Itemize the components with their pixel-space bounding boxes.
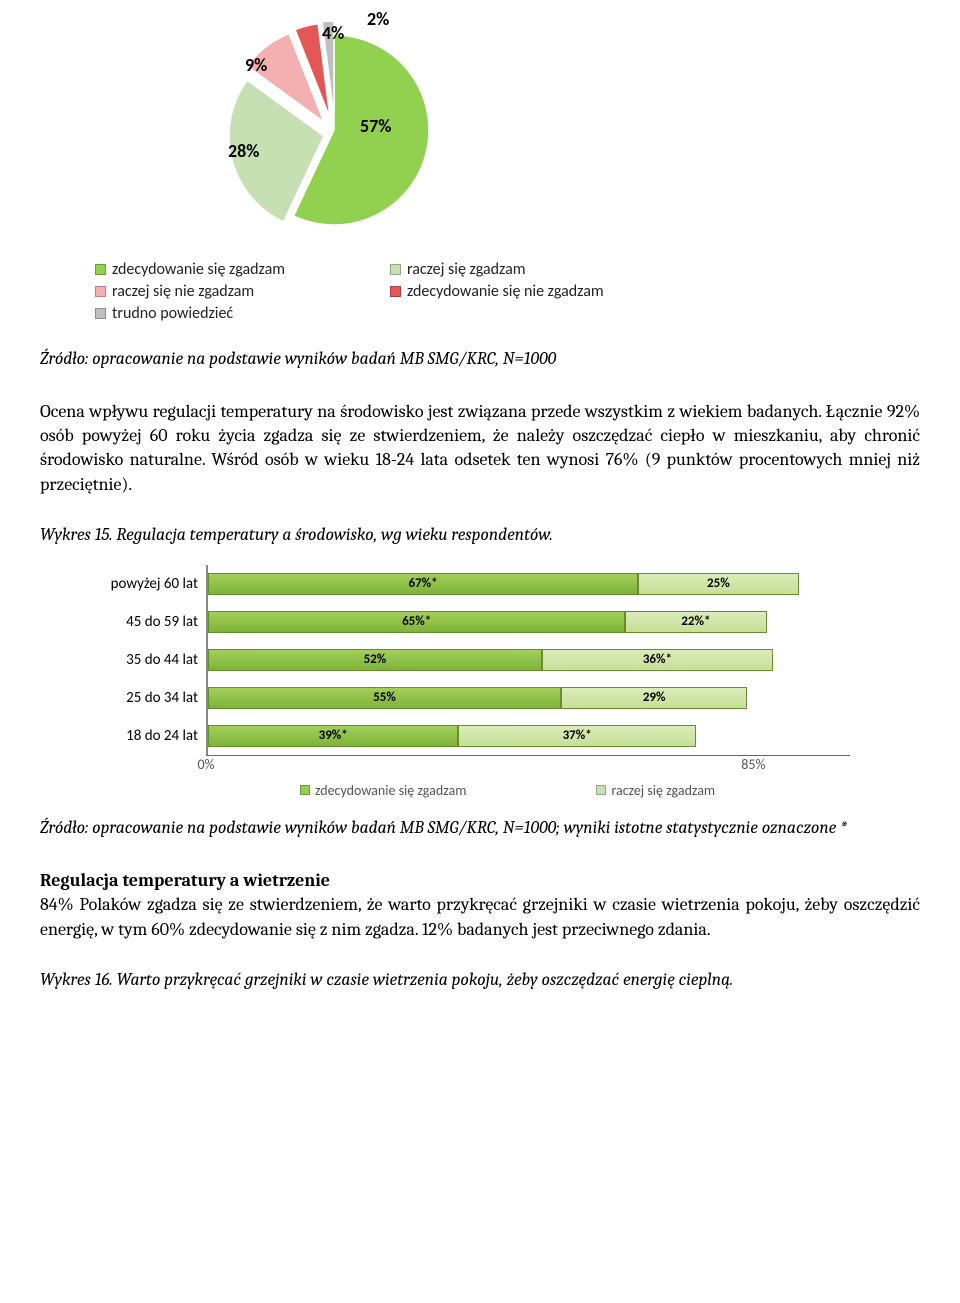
axis-tick-label: 85% (741, 756, 765, 773)
paragraph-1: Ocena wpływu regulacji temperatury na śr… (40, 400, 920, 497)
legend-swatch (390, 264, 401, 275)
pie-slice-label: 28% (228, 140, 259, 162)
bar-category: 18 do 24 lat (90, 727, 206, 745)
section-heading: Regulacja temperatury a wietrzenie (40, 870, 920, 891)
legend-item: trudno powiedzieć (95, 304, 360, 323)
legend-swatch (95, 308, 106, 319)
bar-segment: 37%* (458, 725, 696, 747)
bar-segment: 67%* (208, 573, 638, 595)
bar-segment: 36%* (542, 649, 773, 671)
bar-row: powyżej 60 lat67%*25% (90, 565, 850, 603)
pie-chart: 57%28%9%4%2% (160, 20, 500, 250)
legend-item: raczej się zgadzam (390, 260, 655, 279)
pie-slice-label: 57% (360, 115, 391, 137)
bar-track: 52%36%* (206, 641, 850, 679)
bar-segment: 52% (208, 649, 542, 671)
legend-swatch (596, 785, 606, 795)
legend-label: raczej się zgadzam (407, 260, 526, 279)
legend-swatch (95, 264, 106, 275)
legend-label: raczej się zgadzam (611, 782, 715, 799)
legend-item: zdecydowanie się zgadzam (300, 782, 466, 799)
legend-label: zdecydowanie się zgadzam (112, 260, 285, 279)
bar-track: 39%*37%* (206, 717, 850, 755)
paragraph-2: 84% Polaków zgadza się ze stwierdzeniem,… (40, 893, 920, 942)
chart-caption-16: Wykres 16. Warto przykręcać grzejniki w … (40, 970, 920, 990)
legend-item: zdecydowanie się nie zgadzam (390, 282, 655, 301)
bar-chart: powyżej 60 lat67%*25%45 do 59 lat65%*22%… (90, 565, 850, 799)
legend-label: trudno powiedzieć (112, 304, 233, 323)
bar-category: 35 do 44 lat (90, 651, 206, 669)
bar-segment: 22%* (625, 611, 766, 633)
bar-track: 65%*22%* (206, 603, 850, 641)
chart-caption-15: Wykres 15. Regulacja temperatury a środo… (40, 525, 920, 545)
bar-row: 35 do 44 lat52%36%* (90, 641, 850, 679)
legend-label: zdecydowanie się nie zgadzam (407, 282, 604, 301)
legend-item: zdecydowanie się zgadzam (95, 260, 360, 279)
bar-segment: 25% (638, 573, 799, 595)
bar-row: 18 do 24 lat39%*37%* (90, 717, 850, 755)
pie-slice-label: 4% (322, 22, 344, 44)
bar-row: 25 do 34 lat55%29% (90, 679, 850, 717)
legend-label: zdecydowanie się zgadzam (315, 782, 466, 799)
bar-segment: 39%* (208, 725, 458, 747)
pie-slice-label: 9% (245, 54, 267, 76)
pie-legend: zdecydowanie się zgadzam raczej się zgadz… (95, 260, 655, 323)
bar-category: 45 do 59 lat (90, 613, 206, 631)
legend-label: raczej się nie zgadzam (112, 282, 254, 301)
source-text-1: Źródło: opracowanie na podstawie wyników… (40, 348, 920, 372)
bar-track: 55%29% (206, 679, 850, 717)
bar-track: 67%*25% (206, 565, 850, 603)
pie-slice-label: 2% (367, 8, 389, 30)
bar-segment: 29% (561, 687, 747, 709)
bar-row: 45 do 59 lat65%*22%* (90, 603, 850, 641)
legend-item: raczej się zgadzam (596, 782, 715, 799)
axis-tick-label: 0% (197, 756, 214, 773)
source-text-2: Źródło: opracowanie na podstawie wyników… (40, 817, 920, 841)
legend-item: raczej się nie zgadzam (95, 282, 360, 301)
pie-svg (160, 20, 500, 250)
legend-swatch (95, 286, 106, 297)
bar-category: powyżej 60 lat (90, 575, 206, 593)
bar-segment: 55% (208, 687, 561, 709)
legend-swatch (300, 785, 310, 795)
bar-category: 25 do 34 lat (90, 689, 206, 707)
legend-swatch (390, 286, 401, 297)
bar-segment: 65%* (208, 611, 625, 633)
